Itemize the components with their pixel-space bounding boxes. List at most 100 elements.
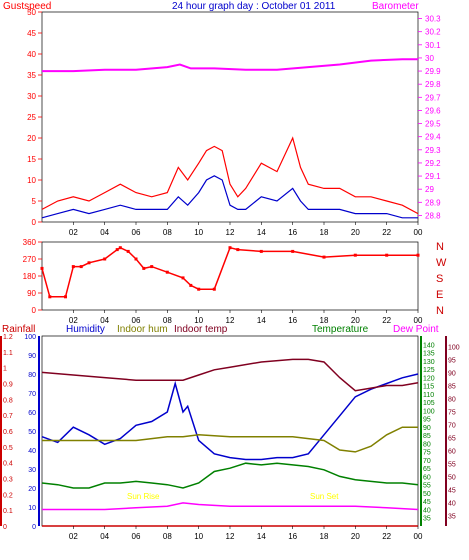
gust-x-tick-label: 20 [351, 228, 360, 237]
rainfall-tick-label: 0.7 [3, 413, 13, 420]
direction-trace [41, 246, 418, 298]
direction-tick-label: 360 [23, 238, 37, 247]
barometer-tick-label: 29.6 [425, 106, 441, 115]
temperature-tick-label: 125 [423, 367, 435, 374]
dew-point-tick-label: 85 [448, 383, 456, 390]
direction-x-tick-label: 00 [414, 316, 423, 325]
graph-date-title: 24 hour graph day : October 01 2011 [172, 1, 336, 12]
gust-tick-label: 5 [32, 197, 37, 206]
gust-x-tick-label: 12 [226, 228, 235, 237]
temperature-tick-label: 70 [423, 458, 431, 465]
direction-x-tick-label: 14 [257, 316, 266, 325]
humidity-x-tick-label: 10 [194, 532, 203, 541]
barometer-tick-label: 29.3 [425, 146, 441, 155]
temperature-tick-label: 100 [423, 408, 435, 415]
barometer-tick-label: 28.9 [425, 198, 441, 207]
humidity-x-tick-label: 18 [320, 532, 329, 541]
gust-tick-label: 20 [27, 134, 36, 143]
humidity-x-tick-label: 04 [100, 532, 109, 541]
legend-temperature: Temperature [312, 324, 369, 335]
humidity-x-tick-label: 02 [69, 532, 78, 541]
humidity-x-tick-label: 20 [351, 532, 360, 541]
humidity-tick-label: 90 [28, 353, 36, 360]
temperature-tick-label: 55 [423, 483, 431, 490]
rainfall-tick-label: 0 [3, 524, 7, 531]
sunrise-label: Sun Rise [127, 492, 160, 501]
barometer-tick-label: 30.2 [425, 28, 441, 37]
gustspeed-title: Gustspeed [3, 1, 51, 12]
dew-point-tick-label: 90 [448, 370, 456, 377]
temperature-tick-label: 140 [423, 342, 435, 349]
legend-indoor-hum: Indoor hum [117, 324, 168, 335]
direction-tick-label: 90 [27, 289, 36, 298]
temperature-tick-label: 45 [423, 499, 431, 506]
temperature-tick-label: 105 [423, 400, 435, 407]
humidity-tick-label: 40 [28, 448, 36, 455]
humidity-x-tick-label: 16 [288, 532, 297, 541]
gust-x-tick-label: 16 [288, 228, 297, 237]
direction-tick-label: 0 [32, 306, 37, 315]
legend-rainfall: Rainfall [2, 324, 35, 335]
humidity-tick-label: 0 [32, 524, 36, 531]
series-barometer [42, 58, 418, 73]
humidity-tick-label: 10 [28, 505, 36, 512]
gust-tick-label: 30 [27, 92, 36, 101]
temperature-tick-label: 65 [423, 466, 431, 473]
direction-x-tick-label: 12 [226, 316, 235, 325]
dew-point-tick-label: 55 [448, 462, 456, 469]
compass-e: E [436, 289, 443, 301]
humidity-x-tick-label: 22 [382, 532, 391, 541]
rainfall-tick-label: 1.2 [3, 334, 13, 341]
temperature-tick-label: 95 [423, 417, 431, 424]
humidity-tick-label: 70 [28, 391, 36, 398]
barometer-tick-label: 28.8 [425, 211, 441, 220]
dew-point-tick-label: 95 [448, 357, 456, 364]
gust-tick-label: 35 [27, 71, 36, 80]
direction-x-tick-label: 08 [163, 316, 172, 325]
temperature-tick-label: 40 [423, 507, 431, 514]
humidity-tick-label: 50 [28, 429, 36, 436]
gust-x-tick-label: 00 [414, 228, 423, 237]
gust-x-tick-label: 22 [382, 228, 391, 237]
dew-point-tick-label: 45 [448, 488, 456, 495]
direction-x-tick-label: 18 [320, 316, 329, 325]
dew-point-tick-label: 40 [448, 501, 456, 508]
temperature-tick-label: 135 [423, 351, 435, 358]
humidity-x-tick-label: 12 [226, 532, 235, 541]
gust-x-tick-label: 02 [69, 228, 78, 237]
series-gustspeed [41, 136, 419, 215]
series-windspeed [41, 175, 418, 219]
gust-x-tick-label: 06 [132, 228, 141, 237]
dew-point-tick-label: 60 [448, 449, 456, 456]
humidity-x-tick-label: 08 [163, 532, 172, 541]
direction-panel-frame [41, 241, 419, 311]
barometer-title: Barometer [372, 1, 419, 12]
humidity-tick-label: 30 [28, 467, 36, 474]
gust-tick-label: 25 [27, 113, 36, 122]
direction-x-tick-label: 16 [288, 316, 297, 325]
rainfall-tick-label: 0.6 [3, 429, 13, 436]
temperature-tick-label: 75 [423, 450, 431, 457]
compass-n-top: N [436, 241, 444, 253]
temperature-tick-label: 85 [423, 433, 431, 440]
series-humidity [41, 373, 419, 461]
rainfall-tick-label: 0.4 [3, 461, 13, 468]
gust-x-tick-label: 10 [194, 228, 203, 237]
gust-tick-label: 0 [32, 218, 37, 227]
humidity-tick-label: 100 [24, 334, 36, 341]
barometer-tick-label: 29.1 [425, 172, 441, 181]
humidity-tick-label: 60 [28, 410, 36, 417]
gust-x-tick-label: 14 [257, 228, 266, 237]
temperature-tick-label: 120 [423, 375, 435, 382]
temperature-tick-label: 80 [423, 441, 431, 448]
humidity-x-tick-label: 14 [257, 532, 266, 541]
gust-tick-label: 40 [27, 50, 36, 59]
dew-point-tick-label: 70 [448, 422, 456, 429]
series-dew-point [42, 502, 419, 511]
barometer-tick-label: 30.3 [425, 15, 441, 24]
dew-point-tick-label: 65 [448, 436, 456, 443]
rainfall-tick-label: 0.8 [3, 397, 13, 404]
direction-x-tick-label: 06 [132, 316, 141, 325]
series-indoor-temp [41, 358, 419, 392]
